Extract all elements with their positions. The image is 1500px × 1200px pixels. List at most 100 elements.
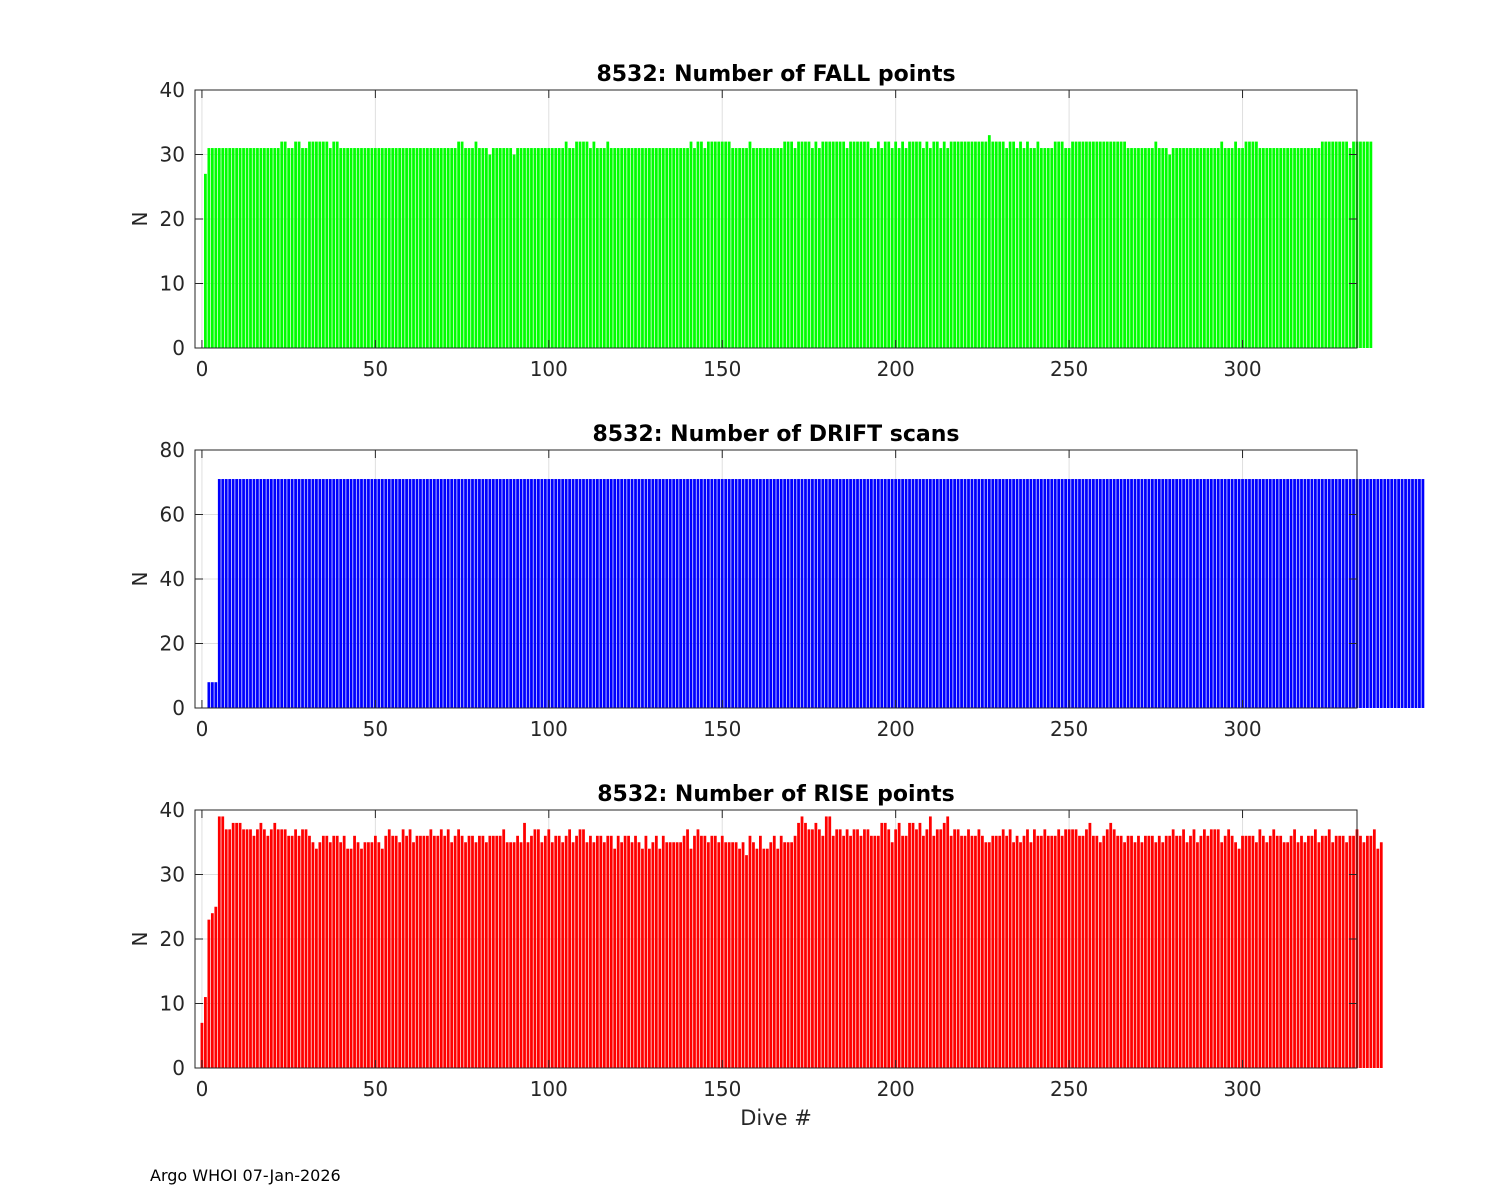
bar bbox=[1376, 479, 1380, 708]
bar bbox=[387, 479, 391, 708]
bar bbox=[1338, 479, 1342, 708]
bar bbox=[311, 479, 315, 708]
bar bbox=[883, 479, 887, 708]
bar bbox=[606, 479, 610, 708]
x-tick-label: 100 bbox=[530, 357, 568, 381]
bar bbox=[1289, 835, 1293, 1068]
bar bbox=[415, 148, 419, 348]
bar bbox=[793, 148, 797, 348]
bar bbox=[765, 848, 769, 1068]
bar bbox=[457, 141, 461, 348]
bar bbox=[1081, 479, 1085, 708]
bar bbox=[911, 822, 915, 1068]
bar bbox=[634, 148, 637, 348]
bar bbox=[224, 829, 228, 1068]
bar bbox=[911, 479, 915, 708]
bar bbox=[439, 829, 443, 1068]
bar bbox=[453, 835, 457, 1068]
bar bbox=[1133, 842, 1137, 1068]
bar bbox=[1303, 479, 1307, 708]
bar bbox=[866, 141, 870, 348]
bar bbox=[922, 148, 925, 348]
bar bbox=[1060, 141, 1064, 348]
bar bbox=[373, 479, 377, 708]
bar bbox=[1144, 479, 1147, 708]
bar bbox=[745, 855, 748, 1068]
bar bbox=[838, 829, 842, 1068]
bar bbox=[703, 479, 707, 708]
bar bbox=[1171, 829, 1175, 1068]
bar bbox=[1223, 835, 1227, 1068]
bar bbox=[1164, 479, 1168, 708]
bar bbox=[630, 842, 634, 1068]
bar bbox=[769, 148, 773, 348]
bar bbox=[710, 479, 714, 708]
bar bbox=[1230, 835, 1234, 1068]
bar bbox=[1189, 835, 1192, 1068]
bar bbox=[932, 141, 936, 348]
bar bbox=[1033, 479, 1036, 708]
bar bbox=[1275, 835, 1279, 1068]
bar bbox=[1282, 842, 1286, 1068]
bar bbox=[1369, 141, 1373, 348]
bar bbox=[748, 479, 752, 708]
bar bbox=[790, 479, 793, 708]
bar bbox=[1168, 479, 1172, 708]
bar bbox=[616, 835, 620, 1068]
bar bbox=[769, 842, 773, 1068]
bar bbox=[942, 822, 946, 1068]
bar bbox=[1404, 479, 1407, 708]
x-tick-label: 50 bbox=[363, 357, 388, 381]
bar bbox=[953, 829, 957, 1068]
bar bbox=[637, 148, 641, 348]
bar bbox=[609, 835, 613, 1068]
bar bbox=[1033, 148, 1036, 348]
bar bbox=[859, 141, 863, 348]
bar bbox=[1178, 835, 1182, 1068]
bar bbox=[1310, 479, 1314, 708]
bar bbox=[1279, 835, 1283, 1068]
bar bbox=[1053, 835, 1057, 1068]
y-tick-label: 20 bbox=[160, 207, 185, 231]
bar bbox=[405, 148, 408, 348]
bar bbox=[391, 148, 395, 348]
bar bbox=[790, 141, 793, 348]
bar bbox=[863, 479, 866, 708]
bar bbox=[1088, 479, 1092, 708]
bar bbox=[838, 141, 842, 348]
bar bbox=[537, 479, 540, 708]
bar bbox=[1015, 479, 1019, 708]
bar bbox=[523, 822, 526, 1068]
bar bbox=[304, 479, 308, 708]
bar bbox=[873, 479, 877, 708]
bar bbox=[287, 835, 291, 1068]
bar bbox=[290, 835, 294, 1068]
bar bbox=[1057, 141, 1061, 348]
y-tick-label: 60 bbox=[160, 503, 185, 527]
bar bbox=[530, 835, 533, 1068]
bar bbox=[415, 835, 419, 1068]
bar bbox=[332, 479, 336, 708]
bar bbox=[731, 479, 735, 708]
bar bbox=[1015, 148, 1019, 348]
bar bbox=[1216, 829, 1220, 1068]
bar bbox=[1105, 479, 1109, 708]
bar bbox=[419, 479, 422, 708]
bar bbox=[249, 148, 252, 348]
bar bbox=[557, 479, 561, 708]
bar bbox=[786, 141, 790, 348]
bar bbox=[1372, 479, 1376, 708]
bar bbox=[516, 148, 519, 348]
bar bbox=[252, 835, 256, 1068]
bar bbox=[824, 479, 828, 708]
bar bbox=[1046, 835, 1050, 1068]
bar bbox=[1161, 842, 1165, 1068]
bar bbox=[897, 479, 901, 708]
bar bbox=[467, 835, 471, 1068]
bar bbox=[1057, 479, 1061, 708]
bar bbox=[682, 479, 686, 708]
bar bbox=[682, 148, 686, 348]
bar bbox=[928, 479, 932, 708]
bar bbox=[287, 479, 291, 708]
bar bbox=[353, 148, 356, 348]
